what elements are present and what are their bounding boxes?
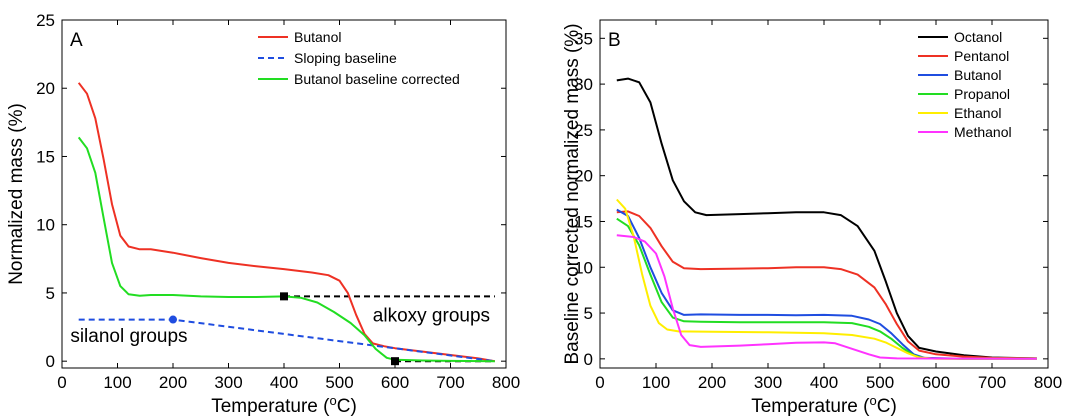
point-marker [280, 292, 288, 301]
point-marker [169, 315, 177, 324]
y-tick-label: 10 [574, 258, 593, 277]
legend-label: Butanol baseline corrected [294, 71, 460, 87]
chart-panel-a: 0 100 200 300 400 500 600 700 800 0 5 10 15 20 25 Buta… [6, 11, 520, 417]
x-tick-label: 0 [595, 373, 604, 392]
legend-b: Octanol Pentanol Butanol Propanol Ethanol Met… [918, 29, 1012, 140]
axis-ticks-b: 0 100 200 300 400 500 600 700 800 0 5 10 15 20 25 30 35 [574, 20, 1062, 392]
x-tick-label: 700 [978, 373, 1006, 392]
x-tick-label: 700 [436, 373, 464, 392]
series-line [77, 136, 495, 363]
y-tick-label: 25 [574, 121, 593, 140]
x-axis-label-a: Temperature (oC) [211, 393, 357, 417]
y-tick-label: 0 [46, 352, 55, 371]
x-tick-label: 600 [381, 373, 409, 392]
y-tick-label: 20 [36, 79, 55, 98]
markers-a [169, 292, 399, 366]
y-tick-label: 35 [574, 29, 593, 48]
axis-ticks-a: 0 100 200 300 400 500 600 700 800 0 5 10 15 20 25 [36, 11, 520, 392]
series-line [616, 77, 1037, 360]
x-axis-label-main: Temperature ( [211, 396, 330, 417]
y-tick-label: 10 [36, 216, 55, 235]
x-axis-label-main: Temperature ( [751, 396, 870, 417]
y-tick-label: 15 [36, 147, 55, 166]
y-axis-label-b: Baseline corrected normalized mass (%) [562, 23, 583, 364]
legend-label: Sloping baseline [294, 50, 397, 66]
x-tick-label: 200 [159, 373, 187, 392]
legend-label: Ethanol [954, 105, 1001, 121]
annotation-label: alkoxy groups [373, 306, 490, 327]
x-tick-label: 500 [866, 373, 894, 392]
x-tick-label: 0 [57, 373, 66, 392]
x-tick-label: 200 [698, 373, 726, 392]
x-tick-label: 600 [922, 373, 950, 392]
legend-label: Butanol [954, 67, 1001, 83]
legend-label: Butanol [294, 29, 341, 45]
y-tick-label: 30 [574, 75, 593, 94]
x-axis-label-sup: o [869, 393, 876, 408]
series-line [616, 234, 1037, 360]
y-tick-label: 25 [36, 11, 55, 30]
x-tick-label: 500 [325, 373, 353, 392]
y-tick-label: 15 [574, 212, 593, 231]
series-line [616, 208, 1037, 360]
series-line [616, 217, 1037, 360]
x-tick-label: 300 [214, 373, 242, 392]
series-lines-a [77, 82, 496, 363]
x-tick-label: 100 [103, 373, 131, 392]
x-tick-label: 800 [1034, 373, 1062, 392]
y-tick-label: 5 [584, 304, 593, 323]
legend-label: Octanol [954, 29, 1002, 45]
series-line [616, 198, 1037, 360]
series-line [616, 210, 1037, 360]
legend-label: Pentanol [954, 48, 1009, 64]
legend-label: Methanol [954, 124, 1012, 140]
x-axis-label-sup: o [329, 393, 336, 408]
annotations-a: silanol groups alkoxy groups [70, 306, 490, 347]
y-tick-label: 5 [46, 284, 55, 303]
panel-label-b: B [608, 30, 621, 51]
x-axis-label-end: C) [337, 396, 357, 417]
y-axis-label-a: Normalized mass (%) [6, 103, 27, 285]
x-tick-label: 800 [492, 373, 520, 392]
x-tick-label: 300 [754, 373, 782, 392]
x-tick-label: 400 [270, 373, 298, 392]
x-axis-label-end: C) [877, 396, 897, 417]
chart-panel-b: 0 100 200 300 400 500 600 700 80005101520253035 … [562, 19, 1062, 417]
panel-label-a: A [70, 30, 83, 51]
series-lines-b [616, 77, 1037, 360]
point-marker [391, 357, 399, 366]
y-tick-label: 20 [574, 167, 593, 186]
legend-a: Butanol Sloping baseline Butanol baseline … [258, 29, 460, 87]
x-axis-label-b: Temperature (oC) [751, 393, 897, 417]
annotation-label: silanol groups [70, 326, 187, 347]
legend-label: Propanol [954, 86, 1010, 102]
x-tick-label: 400 [810, 373, 838, 392]
y-tick-label: 0 [584, 350, 593, 369]
x-tick-label: 100 [642, 373, 670, 392]
